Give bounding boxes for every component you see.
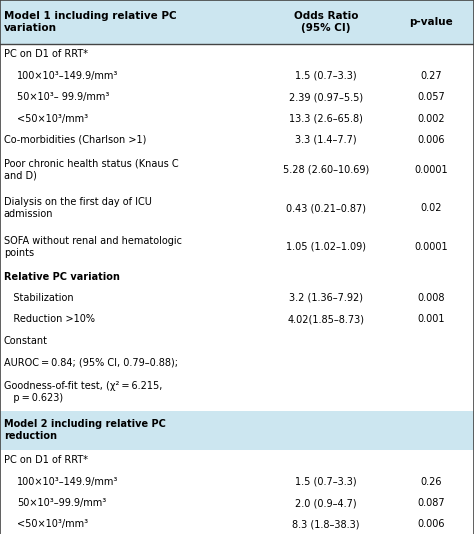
Text: Poor chronic health status (Knaus C
and D): Poor chronic health status (Knaus C and … — [4, 159, 178, 181]
Text: 2.39 (0.97–5.5): 2.39 (0.97–5.5) — [289, 92, 363, 102]
Text: 0.008: 0.008 — [418, 293, 445, 303]
Text: Stabilization: Stabilization — [4, 293, 73, 303]
Text: 0.0001: 0.0001 — [415, 165, 448, 175]
Text: <50×10³/mm³: <50×10³/mm³ — [17, 520, 88, 529]
Text: <50×10³/mm³: <50×10³/mm³ — [17, 114, 88, 123]
Text: 0.26: 0.26 — [420, 477, 442, 486]
FancyBboxPatch shape — [0, 411, 474, 450]
Text: 8.3 (1.8–38.3): 8.3 (1.8–38.3) — [292, 520, 360, 529]
Text: 3.2 (1.36–7.92): 3.2 (1.36–7.92) — [289, 293, 363, 303]
Text: 0.006: 0.006 — [418, 520, 445, 529]
Text: 2.0 (0.9–4.7): 2.0 (0.9–4.7) — [295, 498, 357, 508]
Text: 0.02: 0.02 — [420, 203, 442, 213]
Text: 100×10³–149.9/mm³: 100×10³–149.9/mm³ — [17, 71, 118, 81]
Text: Relative PC variation: Relative PC variation — [4, 272, 119, 281]
Text: 0.006: 0.006 — [418, 135, 445, 145]
Text: Co-morbidities (Charlson >1): Co-morbidities (Charlson >1) — [4, 135, 146, 145]
Text: 0.057: 0.057 — [418, 92, 445, 102]
Text: PC on D1 of RRT*: PC on D1 of RRT* — [4, 456, 88, 465]
Text: AUROC = 0.84; (95% CI, 0.79–0.88);: AUROC = 0.84; (95% CI, 0.79–0.88); — [4, 357, 178, 367]
Text: PC on D1 of RRT*: PC on D1 of RRT* — [4, 50, 88, 59]
Text: 1.05 (1.02–1.09): 1.05 (1.02–1.09) — [286, 242, 366, 252]
Text: SOFA without renal and hematologic
points: SOFA without renal and hematologic point… — [4, 235, 182, 258]
Text: 1.5 (0.7–3.3): 1.5 (0.7–3.3) — [295, 477, 357, 486]
Text: Model 1 including relative PC
variation: Model 1 including relative PC variation — [4, 11, 176, 33]
Text: 4.02(1.85–8.73): 4.02(1.85–8.73) — [287, 315, 365, 324]
Text: 0.001: 0.001 — [418, 315, 445, 324]
FancyBboxPatch shape — [0, 0, 474, 44]
Text: Odds Ratio
(95% CI): Odds Ratio (95% CI) — [293, 11, 358, 33]
Text: 50×10³– 99.9/mm³: 50×10³– 99.9/mm³ — [17, 92, 109, 102]
Text: 13.3 (2.6–65.8): 13.3 (2.6–65.8) — [289, 114, 363, 123]
Text: 100×10³–149.9/mm³: 100×10³–149.9/mm³ — [17, 477, 118, 486]
Text: 5.28 (2.60–10.69): 5.28 (2.60–10.69) — [283, 165, 369, 175]
Text: Model 2 including relative PC
reduction: Model 2 including relative PC reduction — [4, 419, 166, 442]
Text: 0.002: 0.002 — [418, 114, 445, 123]
Text: 0.0001: 0.0001 — [415, 242, 448, 252]
Text: p-value: p-value — [410, 17, 453, 27]
Text: 1.5 (0.7–3.3): 1.5 (0.7–3.3) — [295, 71, 357, 81]
Text: Constant: Constant — [4, 336, 48, 345]
Text: 0.087: 0.087 — [418, 498, 445, 508]
Text: Goodness-of-fit test, (χ² = 6.215,
   p = 0.623): Goodness-of-fit test, (χ² = 6.215, p = 0… — [4, 381, 162, 403]
Text: 50×10³–99.9/mm³: 50×10³–99.9/mm³ — [17, 498, 106, 508]
Text: 0.43 (0.21–0.87): 0.43 (0.21–0.87) — [286, 203, 366, 213]
Text: 3.3 (1.4–7.7): 3.3 (1.4–7.7) — [295, 135, 357, 145]
Text: 0.27: 0.27 — [420, 71, 442, 81]
Text: Reduction >10%: Reduction >10% — [4, 315, 95, 324]
Text: Dialysis on the first day of ICU
admission: Dialysis on the first day of ICU admissi… — [4, 197, 152, 219]
